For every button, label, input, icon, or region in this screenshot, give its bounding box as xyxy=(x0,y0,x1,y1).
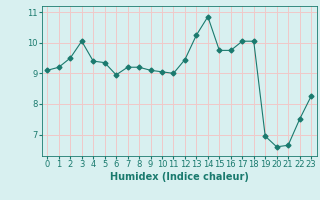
X-axis label: Humidex (Indice chaleur): Humidex (Indice chaleur) xyxy=(110,172,249,182)
